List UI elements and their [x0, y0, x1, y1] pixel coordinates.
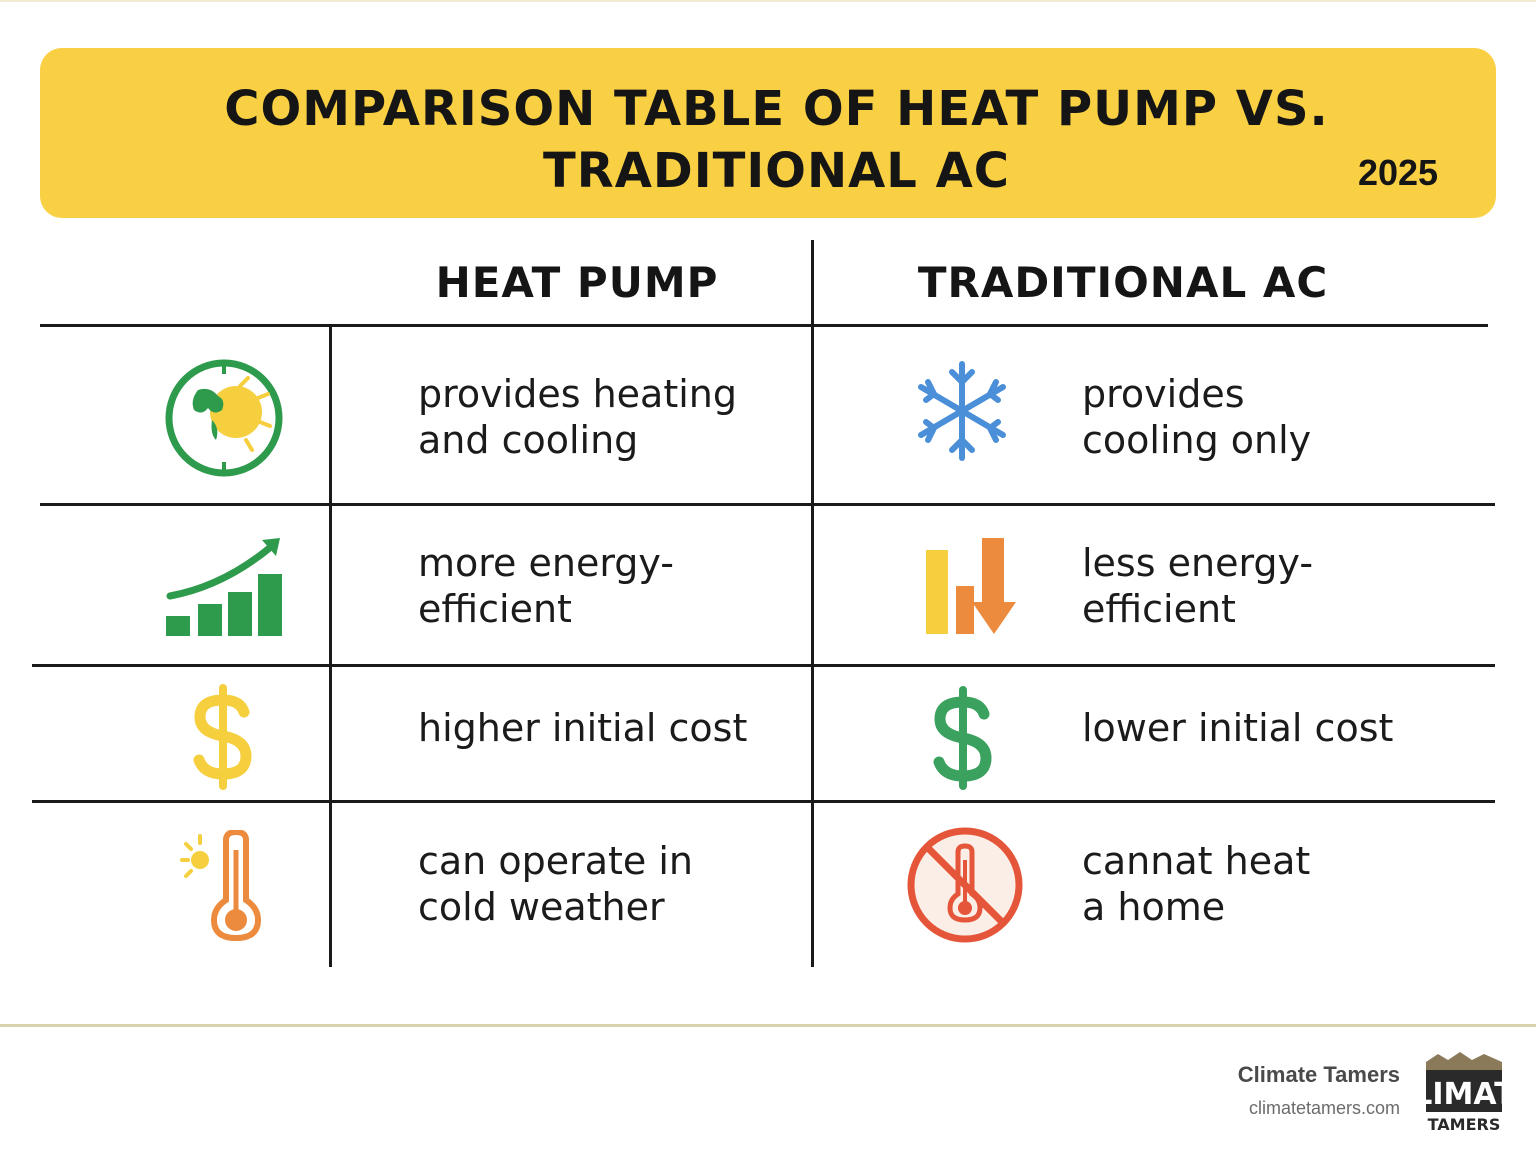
climate-tamers-logo: LIMAT TAMERS	[1413, 1050, 1515, 1140]
table-rule-3	[32, 800, 1495, 803]
green-dollar-icon	[930, 686, 996, 794]
heat-pump-row-1-text: provides heating and cooling	[418, 372, 737, 462]
header-divider	[811, 240, 814, 328]
table-rule-2	[32, 664, 1495, 667]
brand-name: Climate Tamers	[1237, 1062, 1400, 1087]
rising-bars-icon	[164, 536, 286, 642]
heat-pump-row-2-text: more energy- efficient	[418, 541, 674, 631]
heat-pump-row-4-text: can operate in cold weather	[418, 839, 693, 929]
center-column-divider	[811, 326, 814, 967]
sun-globe-icon	[162, 356, 286, 484]
column-header-heat-pump: HEAT PUMP	[435, 258, 719, 307]
thermometer-sun-icon	[178, 828, 268, 946]
traditional-ac-row-2-text: less energy- efficient	[1082, 541, 1314, 631]
page-title: COMPARISON TABLE OF HEAT PUMP VS. TRADIT…	[224, 81, 1329, 199]
title-banner	[40, 48, 1496, 218]
svg-text:LIMAT: LIMAT	[1424, 1077, 1504, 1112]
svg-text:TAMERS: TAMERS	[1428, 1115, 1501, 1134]
table-rule-header	[40, 324, 1488, 327]
falling-bars-icon	[924, 536, 1022, 640]
traditional-ac-row-1-text: provides cooling only	[1082, 372, 1312, 462]
year-label: 2025	[1357, 152, 1439, 193]
column-header-traditional-ac: TRADITIONAL AC	[917, 258, 1329, 307]
snowflake-icon	[912, 358, 1012, 468]
heat-pump-row-3-text: higher initial cost	[418, 706, 748, 750]
traditional-ac-row-4-text: cannat heat a home	[1082, 839, 1311, 929]
brand-url: climatetamers.com	[1248, 1098, 1400, 1118]
table-rule-1	[40, 503, 1495, 506]
footer-rule	[0, 1024, 1536, 1027]
top-rule	[0, 0, 1536, 2]
traditional-ac-row-3-text: lower initial cost	[1082, 706, 1394, 750]
icon-column-divider	[329, 326, 332, 967]
no-heat-thermometer-icon	[906, 826, 1024, 948]
yellow-dollar-icon	[190, 684, 256, 794]
